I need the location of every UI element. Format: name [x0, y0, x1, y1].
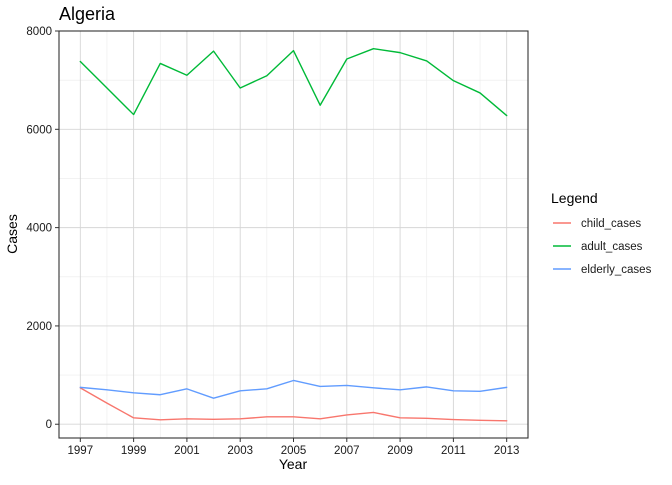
x-tick-label: 2007: [334, 445, 360, 457]
legend-label-child-cases: child_cases: [581, 218, 641, 230]
chart-title: Algeria: [59, 4, 116, 24]
x-tick-label: 2011: [441, 445, 466, 457]
y-tick-label: 6000: [26, 124, 52, 136]
x-tick-label: 2005: [281, 445, 307, 457]
x-tick-label: 1999: [121, 445, 147, 457]
series-line-adult-cases: [79, 48, 508, 117]
x-axis-title: Year: [279, 456, 308, 472]
y-tick-label: 2000: [26, 321, 52, 333]
x-tick-label: 2009: [387, 445, 413, 457]
y-tick-label: 8000: [26, 26, 52, 38]
series-line-child-cases: [79, 387, 508, 422]
y-axis-title: Cases: [4, 214, 20, 254]
series-line-elderly-cases: [79, 379, 508, 399]
x-tick-label: 2013: [494, 445, 520, 457]
x-tick-label: 2001: [174, 445, 200, 457]
y-tick-label: 0: [46, 419, 52, 431]
legend-label-elderly-cases: elderly_cases: [581, 264, 652, 276]
legend-label-adult-cases: adult_cases: [581, 241, 643, 253]
x-tick-label: 2003: [227, 445, 253, 457]
x-tick-label: 1997: [68, 445, 94, 457]
legend-title: Legend: [551, 190, 598, 206]
y-tick-label: 4000: [26, 223, 52, 235]
